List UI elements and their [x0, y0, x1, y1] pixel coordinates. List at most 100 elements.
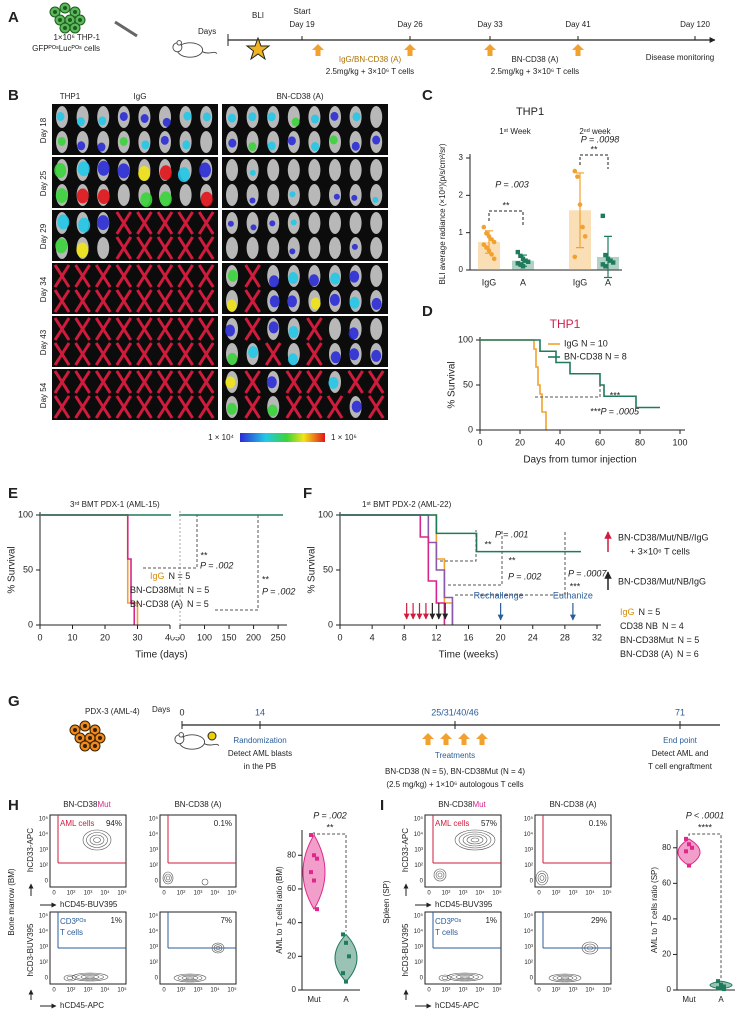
dead-mark: [177, 264, 194, 288]
mouse-image: [370, 237, 383, 259]
gate: [57, 912, 126, 949]
bli-signal: [119, 111, 128, 121]
x-tick-label: 0: [477, 437, 482, 447]
mouse-image: [370, 318, 383, 340]
flow-tick-label: 10⁴: [210, 987, 220, 994]
treatment-arrow: [484, 44, 496, 56]
data-point: [684, 849, 688, 854]
flow-tick-label: 10²: [67, 891, 76, 897]
mouse-tail: [204, 743, 220, 746]
label: Day 54: [39, 382, 48, 408]
bli-signal: [160, 135, 169, 145]
label: CD3ᴾᴼˢ: [435, 917, 461, 926]
data-point: [309, 833, 313, 838]
data-point: [484, 245, 489, 250]
label: 1 × 10⁶: [331, 433, 357, 442]
label: Day 34: [39, 276, 48, 302]
mouse-image: [267, 159, 280, 181]
x-tick-label: 0: [337, 632, 342, 642]
mouse-image: [226, 159, 238, 181]
dead-mark: [136, 395, 153, 419]
y-tick-label: 0: [328, 619, 333, 629]
flow-tick-label: 10⁵: [149, 913, 159, 920]
flow-tick-label: 10⁵: [39, 913, 49, 920]
image-block: [222, 263, 388, 314]
mouse-icon: [174, 732, 220, 750]
x-tick-label: A: [718, 995, 724, 1004]
legend-n: N = 6: [677, 649, 699, 659]
bli-signal: [97, 215, 110, 231]
label: Day 26: [397, 20, 423, 29]
dead-mark: [197, 342, 215, 366]
flow-tick-label: 10⁴: [149, 831, 159, 838]
contour: [535, 870, 549, 886]
flow-tick-label: 10⁴: [524, 928, 534, 935]
dead-mark: [285, 395, 303, 419]
cell-nucleus: [83, 724, 87, 728]
bli-signal: [289, 191, 296, 198]
dead-mark: [53, 264, 71, 288]
dead-mark: [197, 289, 215, 313]
dead-mark: [177, 370, 194, 394]
label: Disease monitoring: [646, 53, 714, 62]
bli-signal: [54, 162, 67, 178]
legend-label: BN-CD38Mut N = 5: [620, 635, 699, 645]
data-point: [481, 224, 487, 230]
x-tick-label: 4: [370, 632, 375, 642]
bli-signal: [311, 142, 320, 152]
data-point: [520, 256, 526, 261]
contour: [581, 941, 599, 955]
dead-mark: [115, 264, 133, 288]
data-point: [690, 845, 694, 850]
flow-tick-label: 10⁴: [149, 928, 159, 935]
dead-mark: [115, 395, 133, 419]
bli-signal: [269, 275, 280, 288]
contour: [584, 943, 596, 953]
label: P < .0001: [686, 810, 724, 820]
flow-tick-label: 10³: [194, 988, 203, 994]
x-tick-label: 80: [635, 437, 645, 447]
dead-mark: [94, 264, 112, 288]
flow-tick-label: 0: [52, 988, 56, 994]
bli-signal: [200, 191, 213, 207]
dead-mark: [136, 342, 153, 366]
contour: [466, 835, 484, 845]
cell-nucleus: [93, 728, 97, 732]
label: T cells: [60, 928, 83, 937]
cell-nucleus: [93, 744, 97, 748]
label: (2.5 mg/kg) + 1×10⁶ autologous T cells: [386, 780, 523, 789]
contour: [537, 873, 547, 883]
significance-bracket: [440, 530, 477, 562]
contour: [460, 975, 470, 979]
data-point: [605, 256, 611, 261]
contour: [438, 974, 452, 982]
contour: [66, 976, 74, 980]
bli-signal: [310, 114, 319, 124]
dead-mark: [156, 342, 174, 366]
flow-tick-label: 10⁵: [117, 987, 127, 994]
panel-letter: C: [422, 87, 433, 104]
label: hCD45-BUV395: [60, 900, 118, 909]
y-tick-label: 3: [459, 153, 464, 162]
bli-signal: [226, 299, 237, 312]
label: Day 120: [680, 20, 710, 29]
label: **: [508, 555, 516, 565]
bli-signal: [183, 111, 192, 121]
label: P = .002: [200, 560, 233, 570]
y-axis-label: % Survival: [307, 546, 318, 593]
bli-signal: [248, 112, 257, 122]
label: Start: [294, 7, 312, 16]
mouse-image: [370, 159, 383, 181]
y-axis-label: AML to T cells ratio (BM): [275, 866, 284, 954]
bli-signal: [308, 274, 319, 287]
dead-mark: [244, 289, 261, 313]
flow-tick-label: 10⁴: [524, 831, 534, 838]
bli-signal: [371, 349, 382, 362]
flow-tick-label: 10²: [149, 960, 158, 966]
dead-mark: [177, 211, 194, 235]
bli-signal: [56, 112, 65, 122]
label: P = .002: [313, 810, 346, 820]
x-tick-label: 16: [463, 632, 473, 642]
dead-mark: [177, 236, 194, 260]
